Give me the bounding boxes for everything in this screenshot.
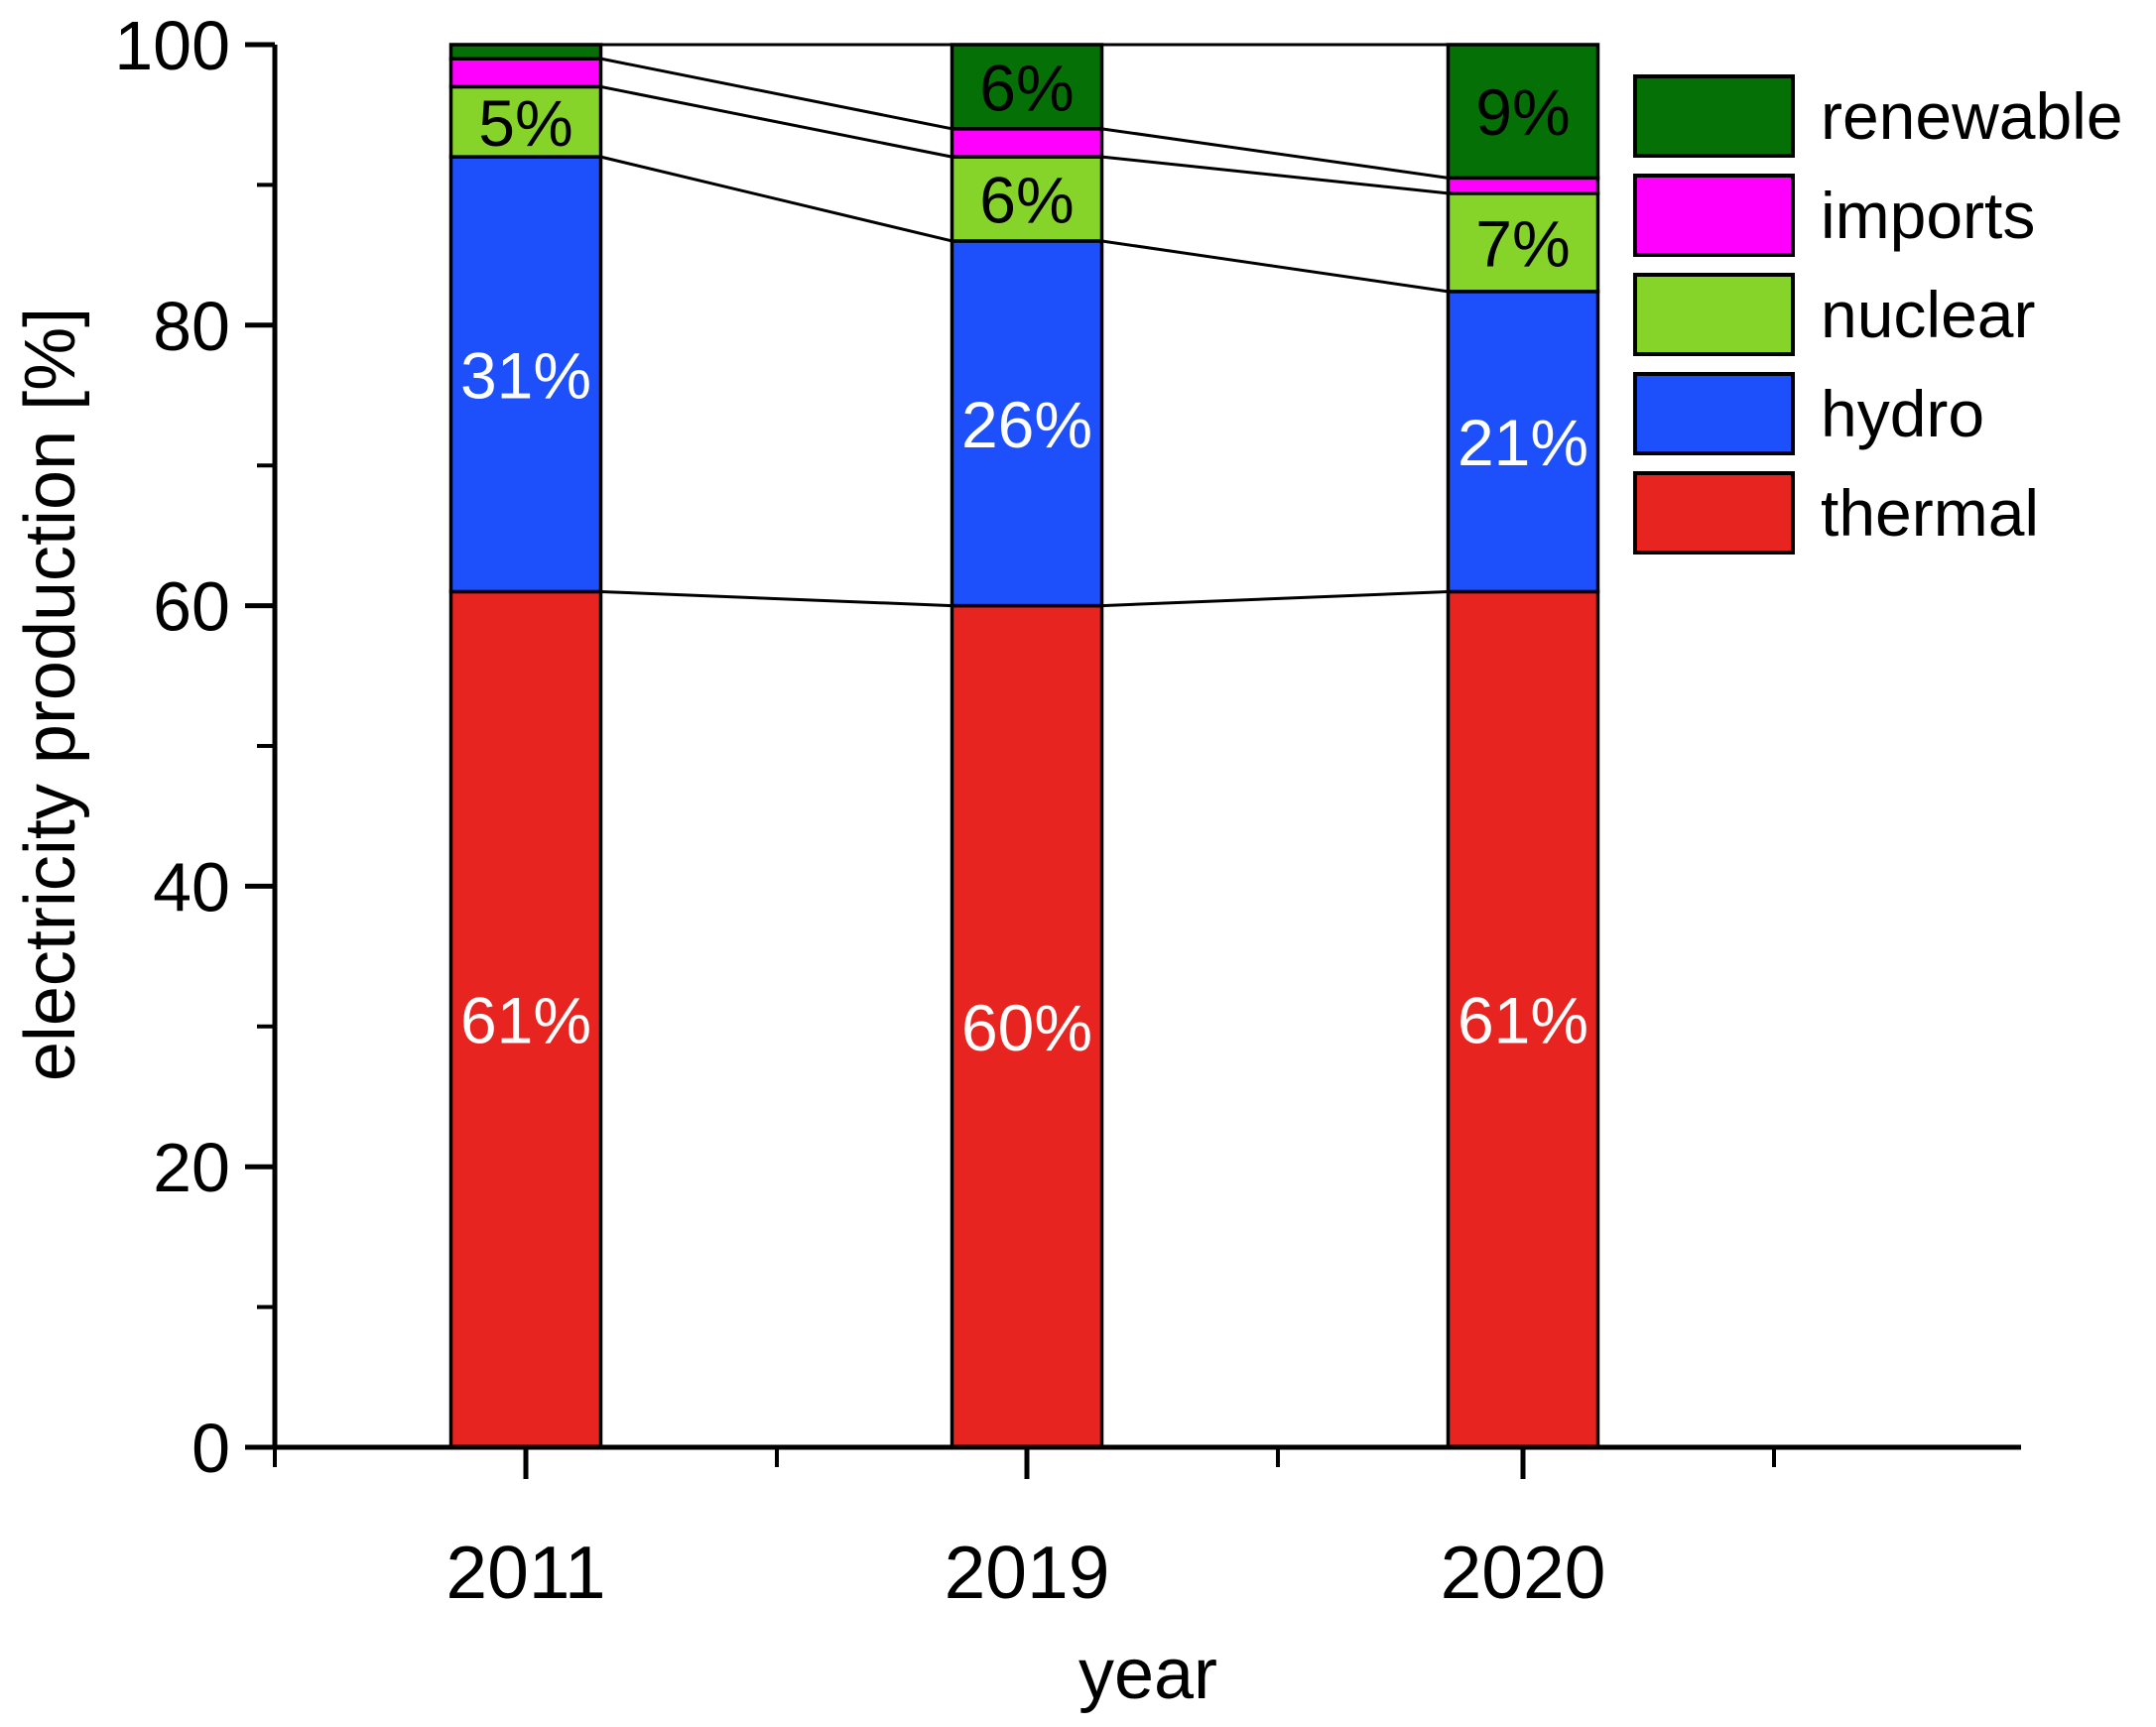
bar-segment-label: 26% bbox=[961, 388, 1092, 461]
bar-segment-renewable-2011 bbox=[448, 43, 603, 61]
legend: renewable imports nuclear hydro thermal bbox=[1633, 74, 2123, 570]
y-tick-label: 40 bbox=[153, 848, 230, 925]
legend-label: thermal bbox=[1821, 476, 2040, 550]
y-tick-label: 20 bbox=[153, 1129, 230, 1206]
legend-item-renewable: renewable bbox=[1633, 74, 2123, 158]
y-tick-label: 100 bbox=[114, 7, 230, 84]
bar-segment-label: 6% bbox=[979, 51, 1074, 124]
bar-segment-nuclear-2019 bbox=[950, 155, 1104, 243]
legend-item-imports: imports bbox=[1633, 174, 2123, 257]
legend-item-hydro: hydro bbox=[1633, 372, 2123, 455]
legend-item-thermal: thermal bbox=[1633, 471, 2123, 555]
bar-segment-imports-2011 bbox=[448, 57, 603, 89]
bar-segment-label: 61% bbox=[460, 984, 591, 1057]
bar-segment-label: 31% bbox=[460, 338, 591, 412]
connector-line bbox=[1101, 589, 1449, 608]
bar-segment-label: 7% bbox=[1475, 206, 1570, 280]
connector-line bbox=[1101, 127, 1449, 180]
bar-segment-imports-2019 bbox=[950, 127, 1104, 159]
connector-line bbox=[600, 57, 952, 131]
x-axis-title: year bbox=[1078, 1635, 1217, 1714]
y-axis-title: electricity production [%] bbox=[11, 308, 90, 1081]
legend-label: nuclear bbox=[1821, 278, 2036, 351]
bar-segment-label: 61% bbox=[1458, 984, 1588, 1057]
legend-label: hydro bbox=[1821, 377, 1985, 450]
connector-line bbox=[1101, 239, 1449, 294]
connector-line bbox=[600, 589, 952, 608]
legend-label: imports bbox=[1821, 179, 2036, 252]
legend-label: renewable bbox=[1821, 79, 2123, 153]
legend-swatch-thermal bbox=[1633, 471, 1795, 555]
bar-segment-label: 6% bbox=[979, 164, 1074, 237]
connector-line bbox=[1101, 155, 1449, 195]
x-tick-label: 2011 bbox=[445, 1531, 605, 1614]
legend-swatch-renewable bbox=[1633, 74, 1795, 158]
y-tick-label: 80 bbox=[153, 288, 230, 365]
bar-segment-label: 60% bbox=[961, 991, 1092, 1064]
bar-segment-label: 5% bbox=[478, 86, 572, 160]
legend-swatch-hydro bbox=[1633, 372, 1795, 455]
x-tick-label: 2020 bbox=[1441, 1531, 1606, 1614]
legend-item-nuclear: nuclear bbox=[1633, 273, 2123, 356]
bar-segment-imports-2020 bbox=[1446, 176, 1600, 195]
connector-line bbox=[600, 155, 952, 243]
connector-line bbox=[600, 84, 952, 159]
bar-segment-label: 21% bbox=[1458, 406, 1588, 479]
bar-segment-thermal-2019 bbox=[950, 603, 1104, 1449]
y-tick-label: 0 bbox=[191, 1410, 230, 1487]
bar-segment-renewable-2019 bbox=[950, 43, 1104, 131]
bar-segment-nuclear-2020 bbox=[1446, 191, 1600, 294]
bar-segment-nuclear-2011 bbox=[448, 84, 603, 159]
legend-swatch-imports bbox=[1633, 174, 1795, 257]
bar-segment-hydro-2011 bbox=[448, 155, 603, 594]
x-tick-label: 2019 bbox=[945, 1531, 1110, 1614]
bar-segment-renewable-2020 bbox=[1446, 43, 1600, 181]
legend-swatch-nuclear bbox=[1633, 273, 1795, 356]
y-tick-label: 60 bbox=[153, 568, 230, 646]
bar-segment-label: 9% bbox=[1475, 75, 1570, 149]
